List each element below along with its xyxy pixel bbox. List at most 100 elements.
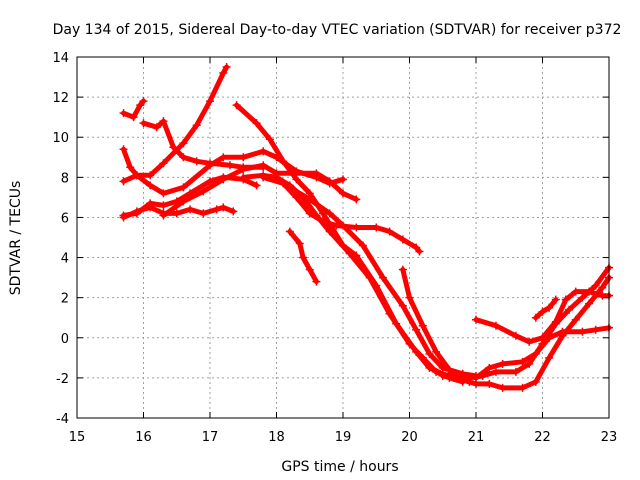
data-point-marker xyxy=(206,177,214,186)
x-tick-label: 18 xyxy=(268,430,285,445)
data-point-marker xyxy=(295,239,304,248)
data-point-marker xyxy=(385,309,394,318)
data-point-marker xyxy=(265,135,274,144)
data-point-marker xyxy=(425,349,434,358)
data-point-marker xyxy=(485,379,494,388)
data-point-marker xyxy=(219,153,228,162)
data-point-marker xyxy=(136,101,145,110)
data-point-marker xyxy=(585,287,594,296)
data-point-marker xyxy=(146,181,155,190)
series-line-track-6 xyxy=(121,204,236,220)
data-point-marker xyxy=(538,307,547,316)
data-point-marker xyxy=(239,165,248,174)
data-point-marker xyxy=(212,205,221,214)
data-point-marker xyxy=(598,283,607,292)
data-point-marker xyxy=(412,243,421,252)
data-point-marker xyxy=(146,203,155,212)
x-tick-label: 17 xyxy=(202,430,219,445)
data-point-marker xyxy=(299,253,308,262)
series-group xyxy=(119,63,613,392)
data-point-marker xyxy=(179,139,188,148)
data-point-marker xyxy=(119,213,128,222)
data-point-marker xyxy=(132,207,141,216)
data-point-marker xyxy=(432,367,441,376)
data-point-marker xyxy=(325,177,334,186)
data-point-marker xyxy=(132,171,141,180)
data-point-marker xyxy=(398,235,407,244)
data-point-marker xyxy=(192,121,201,130)
data-point-marker xyxy=(578,293,587,302)
data-point-marker xyxy=(365,273,374,282)
data-point-marker xyxy=(465,373,474,382)
data-point-marker xyxy=(352,195,361,204)
series-line-track-1 xyxy=(121,98,146,120)
series-line-track-9 xyxy=(234,102,472,385)
data-point-marker xyxy=(219,69,228,78)
data-point-marker xyxy=(571,287,580,296)
data-point-marker xyxy=(525,337,534,346)
data-point-marker xyxy=(219,203,228,212)
data-point-marker xyxy=(312,169,321,178)
data-point-marker xyxy=(472,379,480,388)
chart-title: Day 134 of 2015, Sidereal Day-to-day VTE… xyxy=(53,22,622,38)
data-point-marker xyxy=(126,163,135,172)
y-tick-label: 6 xyxy=(61,211,69,226)
data-point-marker xyxy=(239,153,248,162)
data-point-marker xyxy=(159,159,168,168)
data-point-marker xyxy=(292,175,301,184)
data-point-marker xyxy=(398,265,407,274)
data-point-marker xyxy=(259,171,268,180)
y-tick-label: 8 xyxy=(61,171,69,186)
data-point-marker xyxy=(312,211,321,220)
data-point-marker xyxy=(591,325,600,334)
x-tick-label: 21 xyxy=(468,430,485,445)
data-point-marker xyxy=(119,177,128,186)
y-tick-label: 12 xyxy=(52,91,69,106)
y-axis-title: SDTVAR / TECUs xyxy=(8,181,24,296)
data-point-marker xyxy=(179,183,188,192)
data-point-marker xyxy=(511,367,520,376)
data-point-marker xyxy=(558,331,567,340)
data-point-marker xyxy=(518,383,527,392)
data-point-marker xyxy=(172,209,181,218)
x-tick-label: 23 xyxy=(601,430,618,445)
series-line-track-3 xyxy=(121,64,230,178)
data-point-marker xyxy=(518,357,527,366)
data-point-marker xyxy=(199,209,208,218)
data-point-marker xyxy=(531,377,540,386)
data-point-marker xyxy=(415,247,424,256)
x-tick-label: 20 xyxy=(401,430,418,445)
data-point-marker xyxy=(445,369,454,378)
data-point-marker xyxy=(561,295,570,304)
data-point-marker xyxy=(398,301,407,310)
data-point-marker xyxy=(279,157,288,166)
data-point-marker xyxy=(219,175,228,184)
x-axis-title: GPS time / hours xyxy=(281,459,398,475)
data-point-marker xyxy=(345,249,354,258)
data-point-marker xyxy=(405,339,414,348)
data-point-marker xyxy=(305,195,314,204)
y-tick-label: -4 xyxy=(56,412,69,427)
data-point-marker xyxy=(551,317,560,326)
y-tick-label: 10 xyxy=(52,131,69,146)
data-point-marker xyxy=(179,153,188,162)
data-point-marker xyxy=(412,325,421,334)
series-line-track-2 xyxy=(141,118,266,170)
data-point-marker xyxy=(585,299,594,308)
data-point-marker xyxy=(325,209,334,218)
data-point-marker xyxy=(485,363,494,372)
data-point-marker xyxy=(571,315,580,324)
y-tick-label: 4 xyxy=(61,252,69,267)
data-point-marker xyxy=(545,303,554,312)
series-line-track-17 xyxy=(533,297,559,321)
data-point-marker xyxy=(159,189,168,198)
data-point-marker xyxy=(472,315,480,324)
data-point-marker xyxy=(152,123,161,132)
data-point-marker xyxy=(272,173,281,182)
data-point-marker xyxy=(498,359,507,368)
data-point-marker xyxy=(491,321,500,330)
data-point-marker xyxy=(405,293,414,302)
data-point-marker xyxy=(545,353,554,362)
data-point-marker xyxy=(206,161,214,170)
